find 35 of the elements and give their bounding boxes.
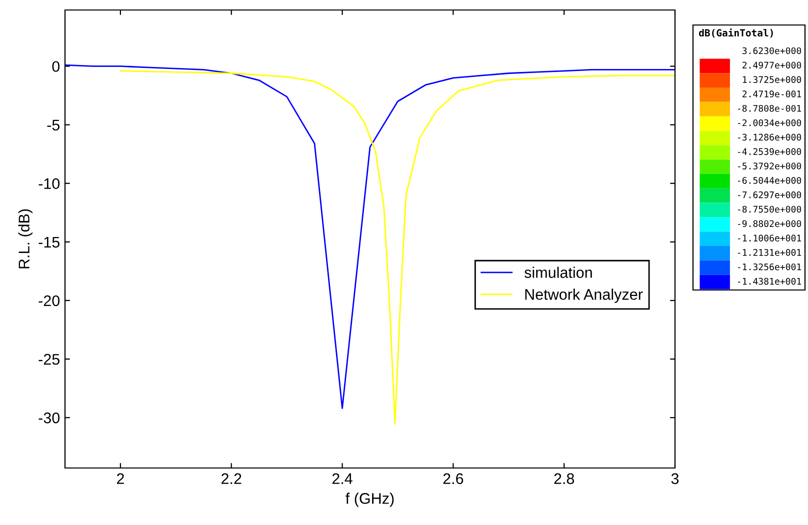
y-tick-label: 0 xyxy=(52,61,60,72)
x-tick-label: 3 xyxy=(671,473,679,484)
category-label: 2.4719e-001 xyxy=(742,90,802,98)
category-label: -8.7550e+000 xyxy=(738,206,802,213)
category-label: -3.1286e+000 xyxy=(738,134,802,141)
x-axis-title: f (GHz) xyxy=(346,492,394,507)
y-tick-label: -25 xyxy=(38,354,60,365)
y-tick-label: -10 xyxy=(38,178,60,190)
y-tick-label: -30 xyxy=(38,412,60,424)
x-tick-label: 2.8 xyxy=(554,473,574,484)
x-tick-label: 2 xyxy=(116,473,124,484)
category-label: -6.5044e+000 xyxy=(738,177,802,184)
category-label: -1.2131e+001 xyxy=(738,249,802,256)
y-tick-label: -15 xyxy=(38,236,60,248)
legend-label: simulation xyxy=(524,266,592,278)
y-axis-title: R.L. (dB) xyxy=(18,209,32,268)
category-label: -2.0034e+000 xyxy=(738,119,802,126)
category-label: -7.6297e+000 xyxy=(738,191,802,198)
category-label: -9.8802e+000 xyxy=(738,220,802,228)
category-label: -5.3792e+000 xyxy=(738,162,802,170)
x-tick-label: 2.4 xyxy=(332,473,352,484)
y-tick-label: -5 xyxy=(47,120,60,130)
text: dB(GainTotal) xyxy=(699,28,773,38)
category-label: -4.2539e+000 xyxy=(738,148,802,156)
category-label: -1.1006e+001 xyxy=(738,234,802,242)
category-label: 2.4977e+000 xyxy=(742,62,802,69)
category-label: -8.7808e-001 xyxy=(738,104,802,112)
x-tick-label: 2.6 xyxy=(443,473,464,484)
category-label: 3.6230e+000 xyxy=(742,47,802,54)
category-label: -1.3256e+001 xyxy=(738,263,802,270)
category-label: 1.3725e+000 xyxy=(742,76,802,83)
x-tick-label: 2.2 xyxy=(222,473,242,484)
legend-label: Network Analyzer xyxy=(525,288,643,303)
category-label: -1.4381e+001 xyxy=(738,278,802,285)
y-tick-label: -20 xyxy=(38,295,60,306)
